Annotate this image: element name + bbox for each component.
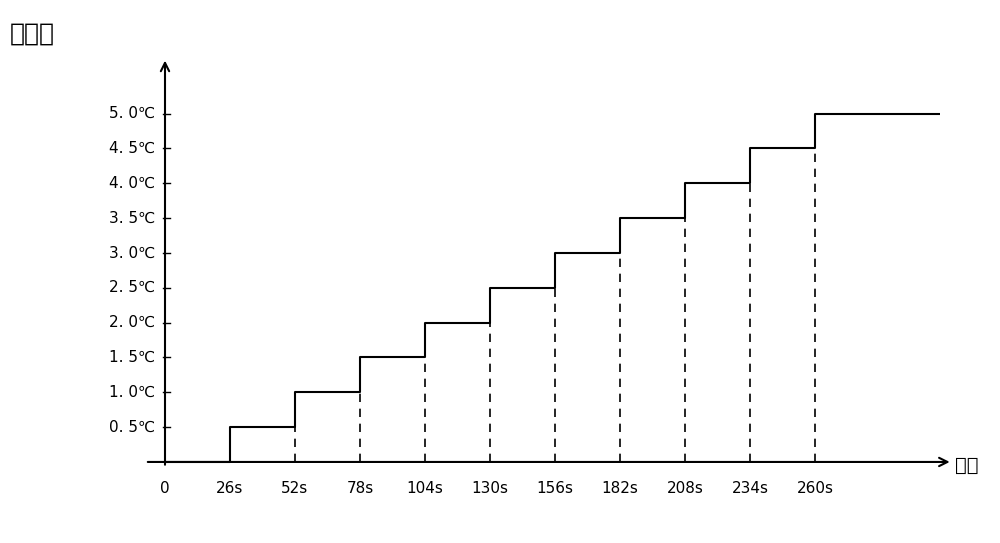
- Text: 时间: 时间: [955, 456, 978, 475]
- Text: 52s: 52s: [281, 482, 309, 496]
- Text: 5. 0℃: 5. 0℃: [109, 106, 155, 121]
- Text: 78s: 78s: [346, 482, 374, 496]
- Text: 130s: 130s: [472, 482, 509, 496]
- Text: 0: 0: [160, 482, 170, 496]
- Text: 208s: 208s: [667, 482, 703, 496]
- Text: 234s: 234s: [732, 482, 768, 496]
- Text: 4. 0℃: 4. 0℃: [109, 176, 155, 191]
- Text: 104s: 104s: [407, 482, 443, 496]
- Text: 26s: 26s: [216, 482, 244, 496]
- Text: 2. 0℃: 2. 0℃: [109, 315, 155, 330]
- Text: 3. 5℃: 3. 5℃: [109, 211, 155, 225]
- Text: 3. 0℃: 3. 0℃: [109, 245, 155, 261]
- Text: 182s: 182s: [602, 482, 638, 496]
- Text: 0. 5℃: 0. 5℃: [109, 420, 155, 434]
- Text: 260s: 260s: [796, 482, 834, 496]
- Text: 156s: 156s: [536, 482, 574, 496]
- Text: 2. 5℃: 2. 5℃: [109, 280, 155, 295]
- Text: 1. 0℃: 1. 0℃: [109, 385, 155, 400]
- Text: 4. 5℃: 4. 5℃: [109, 141, 155, 156]
- Text: 1. 5℃: 1. 5℃: [109, 350, 155, 365]
- Text: 补偽値: 补偽値: [10, 22, 55, 46]
